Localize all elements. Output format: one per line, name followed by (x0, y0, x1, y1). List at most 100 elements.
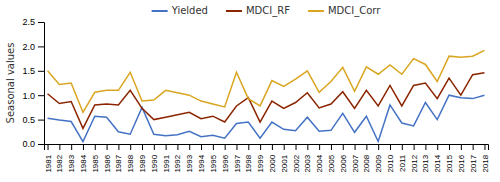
x-tick-mark (48, 144, 49, 150)
x-tick-mark (166, 144, 167, 150)
x-tick: 2003 (303, 144, 312, 173)
x-tick: 1999 (256, 144, 265, 173)
x-tick-label: 1986 (103, 154, 112, 172)
x-tick: 1988 (126, 144, 135, 173)
x-tick-mark (260, 144, 261, 150)
x-tick-label: 1983 (67, 154, 76, 172)
x-tick-label: 2006 (339, 154, 348, 172)
x-tick: 1986 (103, 144, 112, 173)
x-tick: 2015 (445, 144, 454, 173)
x-tick-label: 1984 (79, 154, 88, 172)
x-tick-mark (449, 144, 450, 150)
x-tick-mark (213, 144, 214, 150)
y-tick-mark (38, 95, 44, 96)
legend-swatch (308, 10, 324, 12)
x-tick-mark (331, 144, 332, 150)
x-tick-mark (414, 144, 415, 150)
y-tick: 0.5 (22, 115, 44, 125)
x-tick: 1994 (197, 144, 206, 173)
x-tick-mark (130, 144, 131, 150)
x-tick-label: 2014 (433, 154, 442, 172)
x-tick: 2008 (362, 144, 371, 173)
y-tick-label: 1.5 (22, 66, 35, 76)
x-tick-mark (236, 144, 237, 150)
x-tick-label: 1990 (150, 154, 159, 172)
y-tick: 0.0 (22, 139, 44, 149)
x-tick-label: 2001 (280, 154, 289, 172)
x-tick: 1987 (114, 144, 123, 173)
x-tick: 1996 (221, 144, 230, 173)
x-tick-label: 1994 (197, 154, 206, 172)
legend: YieldedMDCI_RFMDCI_Corr (152, 5, 382, 17)
x-tick: 1997 (233, 144, 242, 173)
chart-svg: 1981198219831984198519861987198819891990… (0, 0, 500, 182)
x-tick: 2012 (410, 144, 419, 173)
x-tick-label: 2013 (421, 154, 430, 172)
legend-label: MDCI_Corr (328, 5, 381, 17)
x-tick-label: 2008 (362, 154, 371, 172)
x-tick-label: 2004 (315, 154, 324, 172)
x-tick-mark (307, 144, 308, 150)
x-tick-label: 2005 (327, 154, 336, 172)
x-tick: 2018 (481, 144, 490, 173)
series-line (48, 95, 485, 141)
series-group (48, 50, 485, 141)
y-axis-title: Seasonal values (5, 43, 16, 124)
x-tick: 2013 (421, 144, 430, 173)
x-axis-line (45, 145, 489, 151)
x-tick-mark (473, 144, 474, 150)
x-tick: 2011 (398, 144, 407, 172)
x-tick: 2007 (351, 144, 360, 173)
x-tick-mark (177, 144, 178, 150)
x-tick: 2004 (315, 144, 324, 173)
x-tick: 2014 (433, 144, 442, 173)
x-tick: 1982 (55, 144, 64, 173)
y-tick: 1.0 (22, 91, 44, 101)
x-tick-label: 2009 (374, 154, 383, 172)
x-tick-mark (83, 144, 84, 150)
y-tick-mark (38, 22, 44, 23)
y-tick: 2.5 (22, 17, 44, 27)
x-tick-label: 1985 (91, 154, 100, 172)
x-tick: 2000 (268, 144, 277, 173)
x-tick: 1990 (150, 144, 159, 173)
legend-swatch (152, 10, 168, 12)
x-tick-label: 2000 (268, 154, 277, 172)
x-tick-label: 2011 (398, 154, 407, 172)
y-tick-label: 2.0 (22, 42, 35, 52)
x-tick-label: 2016 (457, 154, 466, 172)
x-tick-mark (390, 144, 391, 150)
x-tick-mark (154, 144, 155, 150)
x-tick-label: 2017 (469, 154, 478, 172)
x-tick: 1984 (79, 144, 88, 173)
x-tick-label: 1998 (244, 154, 253, 172)
x-tick-mark (95, 144, 96, 150)
x-tick-label: 1995 (209, 154, 218, 172)
x-tick-mark (272, 144, 273, 150)
x-tick-label: 1999 (256, 154, 265, 172)
x-tick: 1992 (173, 144, 182, 173)
x-tick-mark (378, 144, 379, 150)
plot-area: 1981198219831984198519861987198819891990… (22, 17, 489, 172)
x-tick-mark (201, 144, 202, 150)
x-axis: 1981198219831984198519861987198819891990… (44, 144, 490, 173)
x-tick-label: 1991 (162, 154, 171, 172)
y-tick: 1.5 (22, 66, 44, 76)
x-tick: 2010 (386, 144, 395, 173)
y-tick-label: 1.0 (22, 91, 35, 101)
legend-item: MDCI_RF (226, 5, 290, 17)
x-tick: 1983 (67, 144, 76, 173)
x-tick: 1981 (44, 144, 53, 173)
x-tick-mark (343, 144, 344, 150)
x-tick-mark (296, 144, 297, 150)
x-tick-label: 2007 (351, 154, 360, 172)
y-tick-label: 0.5 (22, 115, 35, 125)
x-tick-mark (366, 144, 367, 150)
y-axis-line (38, 23, 45, 145)
x-tick-mark (484, 144, 485, 150)
x-tick-mark (107, 144, 108, 150)
y-tick-mark (38, 71, 44, 72)
x-tick-mark (284, 144, 285, 150)
x-tick-label: 1992 (173, 154, 182, 172)
x-tick-mark (118, 144, 119, 150)
